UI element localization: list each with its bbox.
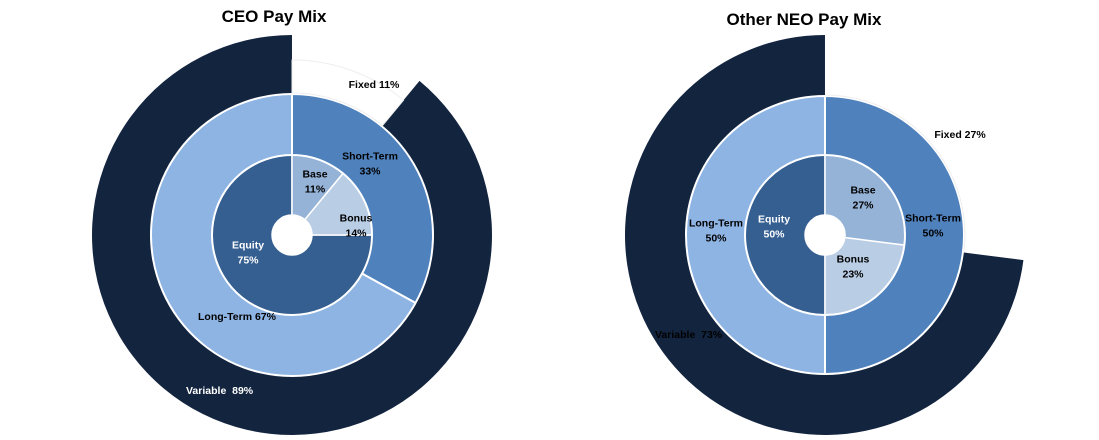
data-label-bonus-14: Bonus 14% [340, 213, 373, 240]
data-label-base-27: Base 27% [850, 185, 875, 212]
data-label-bonus-23: Bonus 23% [837, 254, 870, 281]
middle-slice-long-term-50 [685, 94, 826, 376]
middle-slice-short-term-33 [291, 92, 434, 305]
data-label-short-term-50: Short-Term 50% [905, 213, 961, 240]
chart-title: Other NEO Pay Mix [727, 10, 882, 29]
data-label-base-11: Base 11% [302, 169, 327, 196]
data-label-long-term-50: Long-Term 50% [689, 218, 743, 245]
center-hole [806, 216, 844, 254]
middle-slice-long-term-67 [150, 92, 417, 377]
center-hole [273, 216, 311, 254]
outer-slice-variable-73 [624, 35, 1024, 435]
outer-slice-fixed-11 [291, 59, 405, 127]
middle-slice-short-term-50 [824, 94, 965, 376]
ceo-pay-mix-chart: CEO Pay Mix Fixed 11% Variable 89% Short-T… [91, 7, 493, 435]
data-label-fixed-11: Fixed 11% [349, 79, 400, 91]
data-label-equity-75: Equity 75% [232, 240, 264, 267]
data-label-fixed-27: Fixed 27% [934, 129, 986, 141]
data-label-variable-73: Variable 73% [655, 329, 723, 341]
data-label-equity-50: Equity 50% [758, 214, 790, 241]
data-label-short-term-33: Short-Term 33% [342, 151, 398, 178]
chart-title: CEO Pay Mix [222, 7, 327, 26]
other-neo-pay-mix-chart: Other NEO Pay Mix Fixed 27% Variable 73% S… [624, 10, 1024, 435]
data-label-long-term-67: Long-Term 67% [198, 311, 277, 323]
data-label-variable-89: Variable 89% [186, 385, 254, 397]
